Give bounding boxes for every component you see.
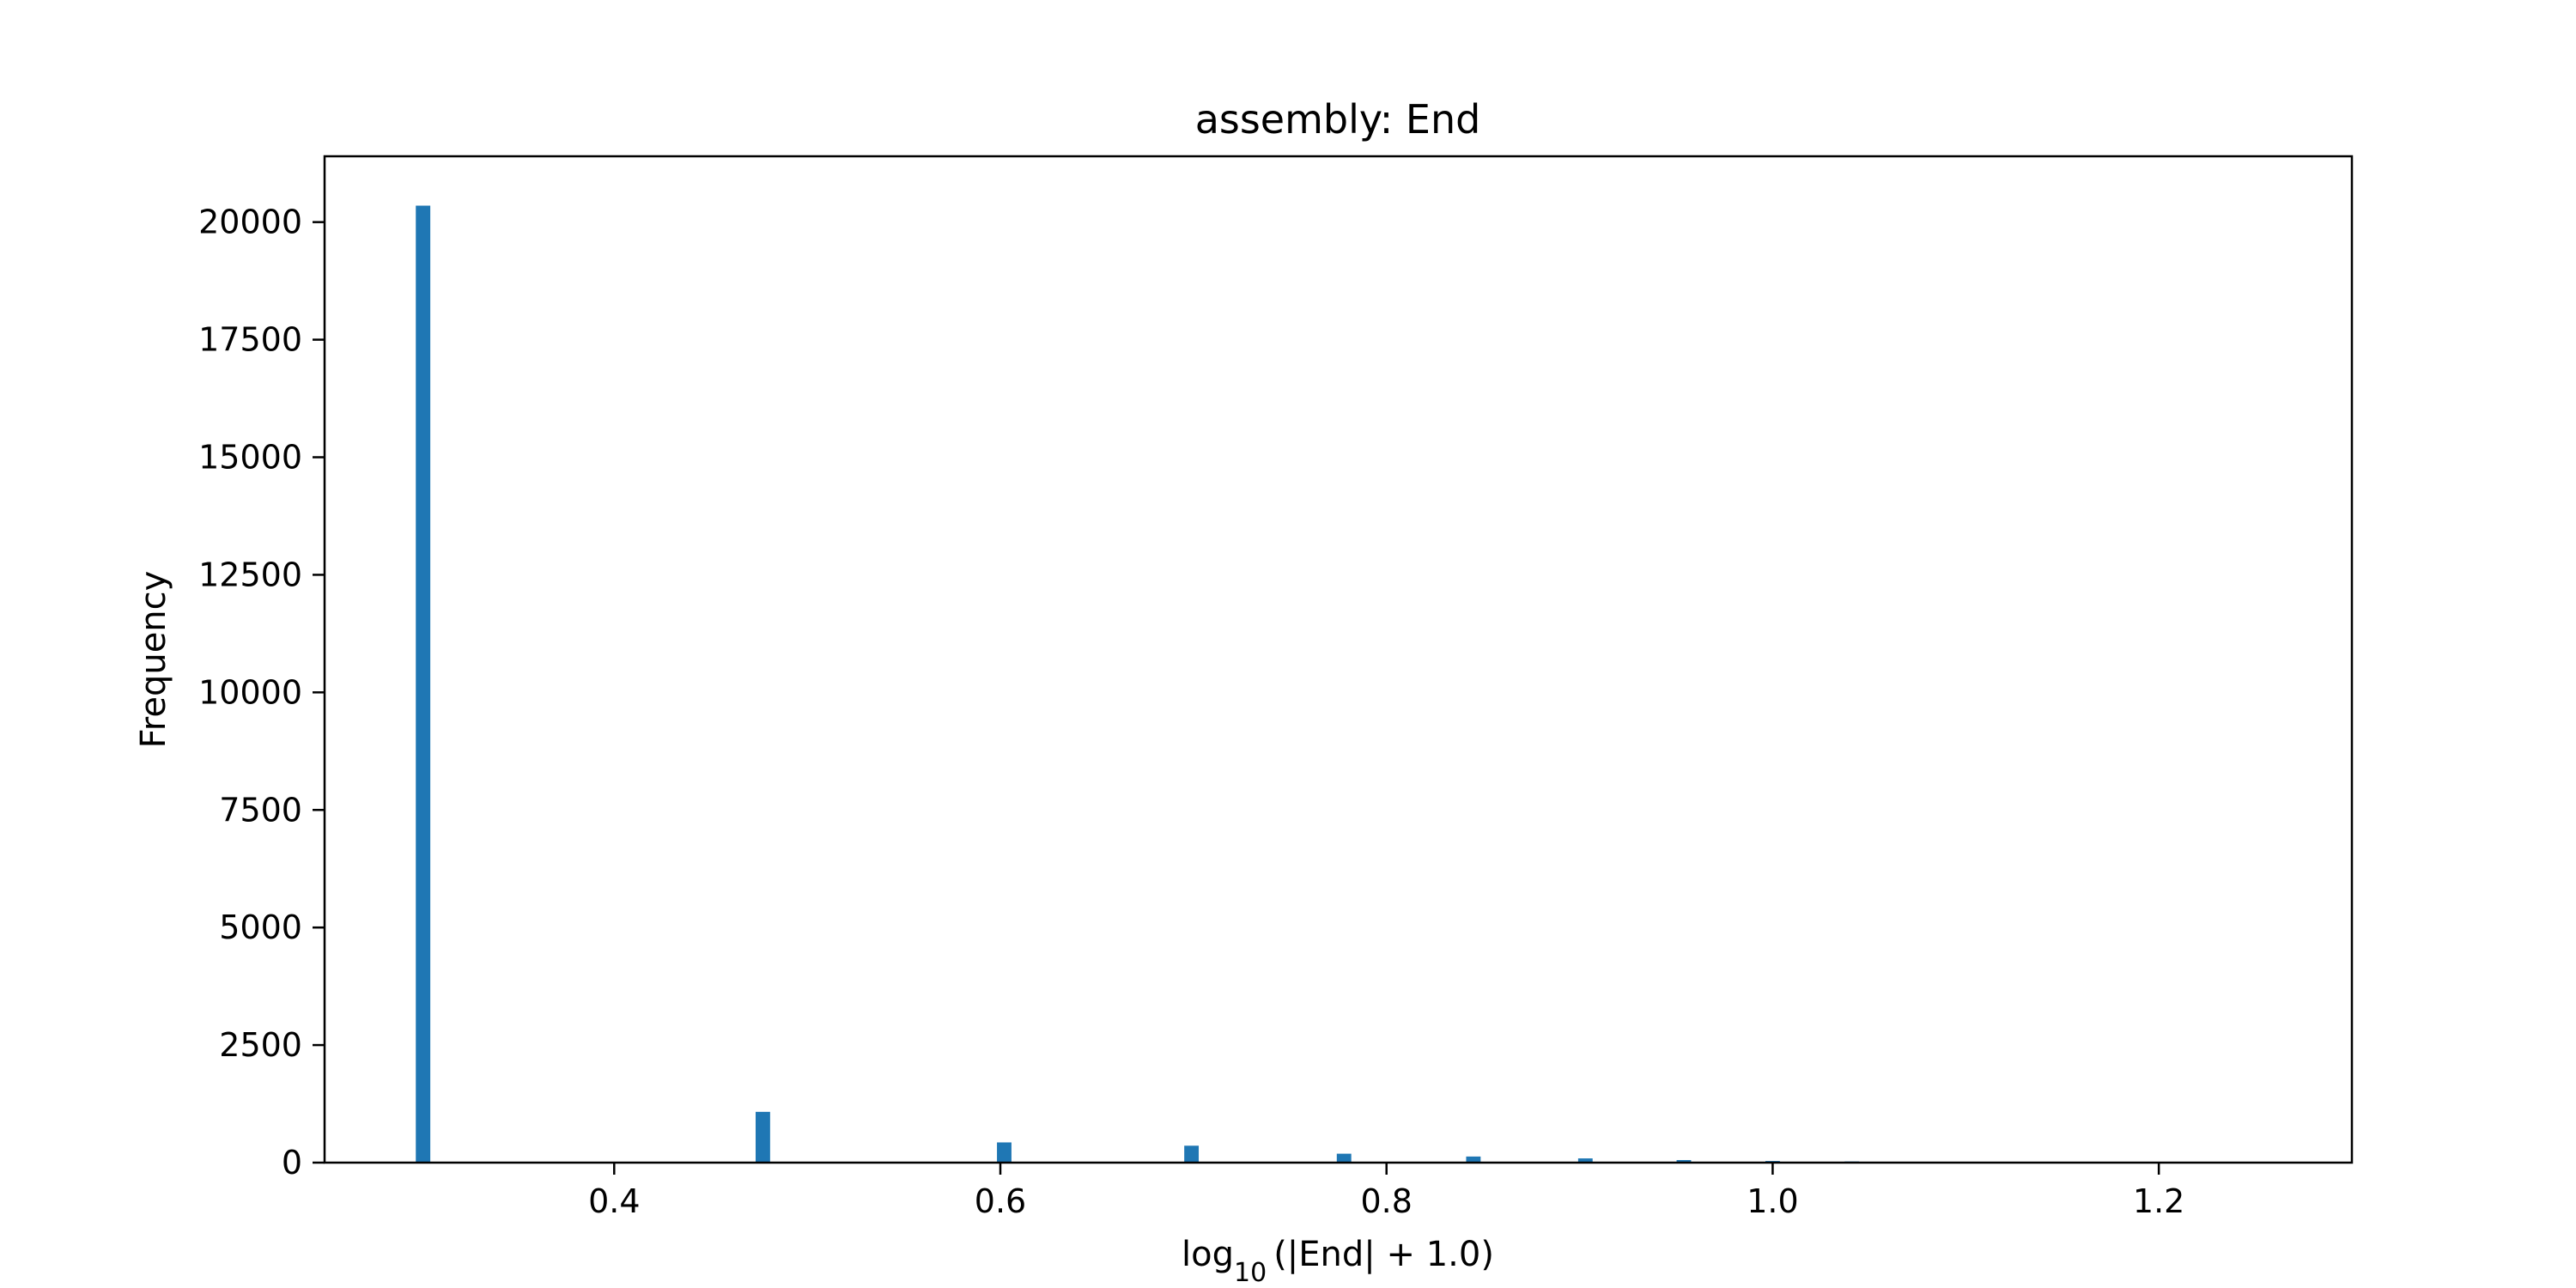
chart-title: assembly: End — [1195, 96, 1481, 143]
y-axis-ticks: 0 2500 5000 7500 10000 12500 15000 17500 20000 — [198, 204, 325, 1182]
histogram-bar — [1336, 1153, 1352, 1163]
y-tick-label: 0 — [282, 1144, 302, 1182]
y-tick-label: 2500 — [219, 1026, 302, 1064]
y-tick-label: 15000 — [198, 439, 302, 477]
x-axis-label-suffix: (|End| + 1.0) — [1273, 1235, 1494, 1274]
histogram-bar — [1466, 1156, 1481, 1163]
y-tick-label: 7500 — [219, 791, 302, 829]
y-tick-label: 5000 — [219, 908, 302, 946]
x-axis-ticks: 0.4 0.6 0.8 1.0 1.2 — [588, 1163, 2184, 1220]
x-tick-label: 0.8 — [1360, 1182, 1412, 1220]
bars-group — [416, 205, 1860, 1163]
y-axis-label: Frequency — [134, 571, 173, 749]
x-tick-label: 1.2 — [2133, 1182, 2184, 1220]
histogram-bar — [416, 205, 431, 1163]
x-tick-label: 0.6 — [975, 1182, 1026, 1220]
y-tick-label: 17500 — [198, 321, 302, 359]
y-tick-label: 10000 — [198, 673, 302, 711]
x-tick-label: 1.0 — [1747, 1182, 1798, 1220]
x-axis-label-prefix: log — [1182, 1235, 1234, 1274]
histogram-bar — [755, 1111, 770, 1163]
x-axis-label: log10 (|End| + 1.0) — [1182, 1235, 1494, 1288]
histogram-bar — [997, 1142, 1012, 1163]
histogram-bar — [1184, 1145, 1200, 1163]
plot-frame — [323, 155, 2354, 1164]
histogram-bar — [1676, 1159, 1692, 1163]
x-tick-label: 0.4 — [588, 1182, 640, 1220]
y-tick-label: 20000 — [198, 204, 302, 241]
histogram-bar — [1577, 1158, 1593, 1163]
y-tick-label: 12500 — [198, 556, 302, 593]
x-axis-label-subscript: 10 — [1234, 1258, 1267, 1288]
